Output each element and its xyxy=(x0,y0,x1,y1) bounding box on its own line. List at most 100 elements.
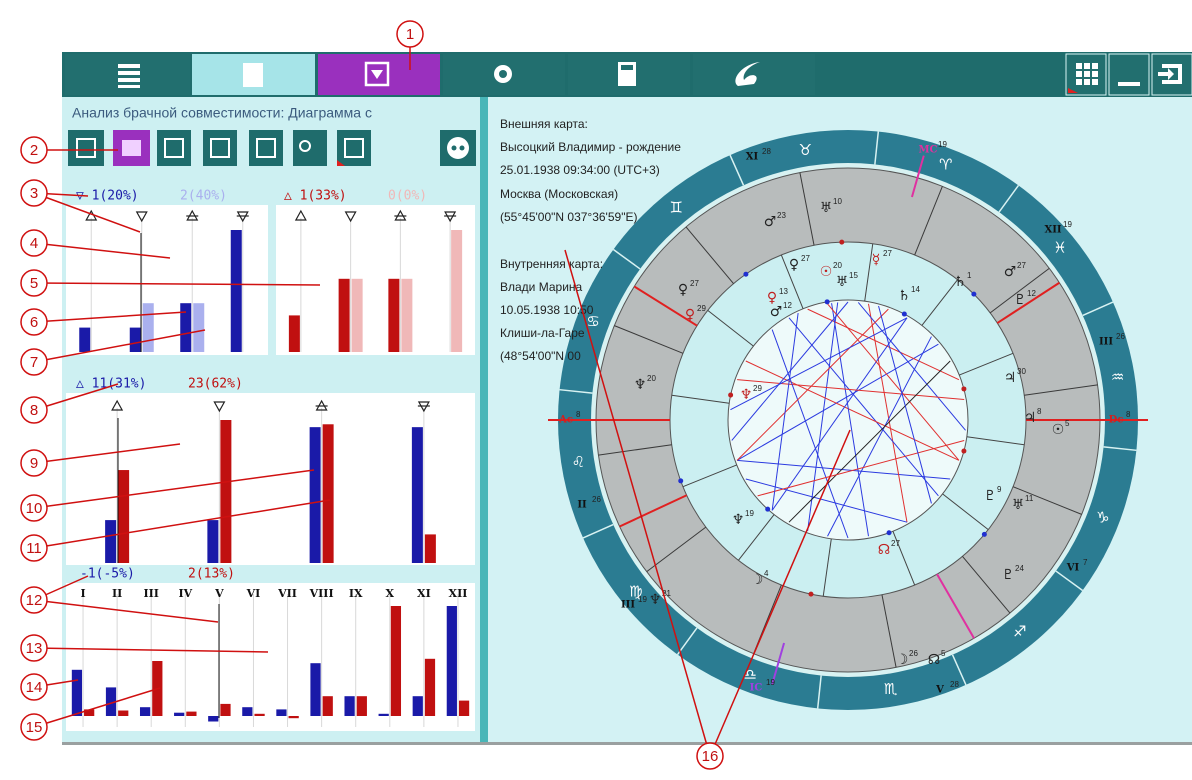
aspect-line xyxy=(771,312,799,511)
house-cusp xyxy=(598,444,672,456)
bar xyxy=(230,230,242,352)
bar xyxy=(207,520,219,563)
bar xyxy=(446,606,457,716)
element-symbol xyxy=(135,211,148,223)
tool-icon-dot xyxy=(451,145,457,151)
info-line: Москва (Московская) xyxy=(500,187,618,201)
house-cusp xyxy=(914,186,943,256)
planet-degree: 20 xyxy=(647,374,656,383)
house-label: VII xyxy=(277,587,297,600)
tool-icon xyxy=(344,138,364,158)
bar xyxy=(401,278,413,352)
icon-grid-cell xyxy=(1076,63,1082,69)
aspect-line xyxy=(788,317,939,497)
planet-degree: 26 xyxy=(909,649,918,658)
splitter[interactable] xyxy=(480,97,488,742)
cusp-label: V xyxy=(935,685,944,696)
chart-box xyxy=(66,583,475,731)
cusp-label: MC xyxy=(918,145,937,156)
tool-button[interactable] xyxy=(337,130,371,166)
inner-cusp xyxy=(921,279,958,326)
icon-gear-hole xyxy=(499,70,507,78)
planet-degree: 20 xyxy=(833,261,842,270)
chart-header: ▽ 1(20%) xyxy=(76,189,139,204)
cusp-degree: 7 xyxy=(1083,558,1088,567)
tool-button[interactable] xyxy=(203,130,237,166)
bar xyxy=(174,712,185,716)
info-line: Внутренняя карта: xyxy=(500,257,603,271)
bar xyxy=(411,427,423,563)
bar xyxy=(322,696,333,716)
tool-button[interactable] xyxy=(157,130,191,166)
sign-divider xyxy=(582,523,614,539)
tool-button[interactable] xyxy=(249,130,283,166)
bar xyxy=(390,606,402,716)
bar xyxy=(220,703,231,716)
callout-leader xyxy=(33,469,315,509)
bar xyxy=(322,424,334,563)
bar xyxy=(378,713,389,716)
tool-icon xyxy=(299,140,311,152)
callout-leader xyxy=(33,282,321,286)
planet-glyph: ♀ xyxy=(678,282,688,298)
tool-button[interactable] xyxy=(68,130,104,166)
zodiac-sign: ♌ xyxy=(572,453,585,471)
planet-glyph: ♆ xyxy=(740,387,753,403)
sign-divider xyxy=(874,131,880,165)
aspect-circle xyxy=(727,299,969,541)
bar xyxy=(142,303,154,352)
planet-glyph: ♅ xyxy=(820,200,833,216)
info-line: Высоцкий Владимир - рождение xyxy=(500,140,681,154)
aspect-line xyxy=(807,308,960,381)
chart-header: △ 11(31%) xyxy=(76,377,146,392)
icon-calculator-screen xyxy=(621,65,633,70)
tool-buttons xyxy=(68,130,476,166)
house-label: VI xyxy=(246,587,261,600)
chart-box xyxy=(66,393,475,565)
bar xyxy=(105,687,117,716)
cusp-label: IC xyxy=(750,683,763,694)
callout-badge xyxy=(20,348,48,376)
button-minimize[interactable] xyxy=(1108,53,1150,96)
inner-cusp xyxy=(780,254,804,309)
sign-divider xyxy=(729,154,745,186)
icon-grid-cell xyxy=(1092,79,1098,85)
planet-degree: 5 xyxy=(941,649,946,658)
info-line: Клиши-ла-Гаре xyxy=(500,326,585,340)
sign-divider xyxy=(1103,446,1137,452)
planet-degree: 15 xyxy=(849,271,858,280)
callout-badge xyxy=(20,396,48,424)
icon-minimize xyxy=(1118,82,1140,86)
planet-glyph: ♂ xyxy=(770,304,783,320)
planet-glyph: ☽ xyxy=(751,572,764,588)
callout-number: 16 xyxy=(702,748,719,765)
inner-cusp xyxy=(892,531,916,586)
planet-glyph: ☊ xyxy=(878,542,890,558)
bar xyxy=(458,700,470,716)
callout-number: 12 xyxy=(26,592,43,609)
aspect-line xyxy=(745,478,908,523)
planet-glyph: ♄ xyxy=(898,288,911,304)
planet-degree: 12 xyxy=(1027,289,1036,298)
planet-glyph: ♅ xyxy=(836,274,849,290)
info-line: Влади Марина xyxy=(500,280,583,294)
planet-glyph: ☊ xyxy=(928,652,940,668)
callout-number: 14 xyxy=(26,679,43,696)
house-label: XII xyxy=(449,587,468,600)
bar xyxy=(412,696,423,716)
bar xyxy=(309,427,321,563)
callout-leader xyxy=(33,499,331,549)
callout-number: 10 xyxy=(26,500,43,517)
cusp-degree: 19 xyxy=(638,595,647,604)
zodiac-sign: ♒ xyxy=(1111,368,1124,386)
icon-grid-cell xyxy=(1076,71,1082,77)
cusp-label: XII xyxy=(1044,225,1061,236)
planet-glyph: ♇ xyxy=(1002,567,1015,583)
planet-degree: 12 xyxy=(783,301,792,310)
planet-degree: 5 xyxy=(1065,419,1070,428)
icon-bar xyxy=(118,64,140,68)
zodiac-sign: ♊ xyxy=(669,198,682,216)
tab-logo[interactable] xyxy=(693,54,815,95)
bar xyxy=(356,696,367,716)
planet-glyph: ♃ xyxy=(1004,370,1017,386)
